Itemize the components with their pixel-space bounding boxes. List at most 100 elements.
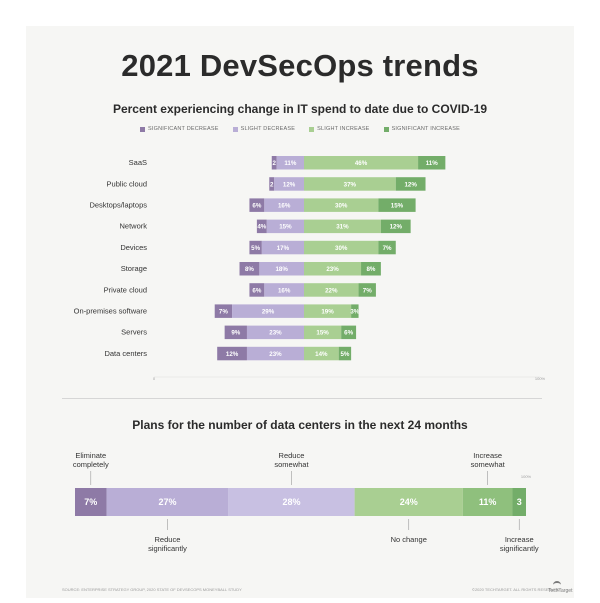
bar-segment bbox=[304, 304, 352, 318]
category-label: Desktops/laptops bbox=[89, 200, 147, 209]
bar-segment bbox=[261, 240, 304, 255]
bar-value-label: 7% bbox=[219, 308, 228, 315]
bar-value-label: 15% bbox=[391, 202, 404, 209]
bar-value-label: 23% bbox=[269, 351, 282, 358]
bar-segment bbox=[512, 488, 526, 516]
bar-segment bbox=[380, 219, 411, 234]
bar-segment bbox=[378, 240, 396, 255]
brand-logo-text: TechTarget bbox=[548, 588, 573, 594]
bar-value-label: 28% bbox=[282, 497, 300, 507]
legend-item-slight-increase: SLIGHT INCREASE bbox=[309, 126, 369, 132]
bar-value-label: 6% bbox=[252, 287, 261, 294]
legend-label: SIGNIFICANT INCREASE bbox=[391, 126, 460, 132]
bar-value-label: 7% bbox=[383, 245, 392, 252]
bar-value-label: 31% bbox=[336, 224, 349, 231]
bar-segment bbox=[232, 304, 304, 318]
legend-label: SLIGHT DECREASE bbox=[240, 126, 296, 132]
bar-value-label: 8% bbox=[366, 266, 375, 273]
bar-value-label: 16% bbox=[278, 287, 291, 294]
bar-value-label: 46% bbox=[355, 160, 368, 167]
bar-segment bbox=[249, 283, 265, 297]
legend-label: SLIGHT INCREASE bbox=[317, 126, 370, 132]
segment-callout-label: Reduce bbox=[279, 451, 305, 460]
bar-segment bbox=[304, 177, 396, 191]
segment-callout-label: No change bbox=[391, 535, 427, 544]
bar-value-label: 5% bbox=[251, 245, 260, 252]
bar-segment bbox=[274, 177, 304, 191]
category-label: On-premises software bbox=[74, 306, 147, 315]
bar-segment bbox=[341, 325, 357, 340]
bar-value-label: 9% bbox=[231, 330, 240, 337]
bar-value-label: 4% bbox=[257, 224, 266, 231]
bar-value-label: 12% bbox=[404, 181, 417, 188]
bar-value-label: 12% bbox=[390, 224, 403, 231]
bar-value-label: 8% bbox=[245, 266, 254, 273]
bar-value-label: 12% bbox=[226, 351, 239, 358]
bar-segment bbox=[214, 304, 233, 318]
bar-segment bbox=[228, 488, 355, 516]
bar-segment bbox=[338, 346, 352, 361]
bar-segment bbox=[256, 219, 267, 234]
bar-value-label: 37% bbox=[344, 181, 357, 188]
legend-item-slight-decrease: SLIGHT DECREASE bbox=[232, 126, 296, 132]
bar-value-label: 14% bbox=[315, 351, 328, 358]
bar-segment bbox=[304, 219, 381, 234]
segment-callout-label: Eliminate bbox=[75, 451, 106, 460]
chart2-tick-label: 100% bbox=[521, 474, 532, 479]
category-label: Servers bbox=[121, 328, 147, 337]
bar-segment bbox=[304, 325, 342, 340]
bar-segment bbox=[276, 156, 304, 170]
legend-swatch bbox=[232, 126, 238, 132]
bar-value-label: 11% bbox=[284, 160, 297, 167]
source-note: SOURCE: ENTERPRISE STRATEGY GROUP, 2020 … bbox=[62, 587, 242, 592]
bar-value-label: 17% bbox=[277, 245, 290, 252]
section-divider bbox=[62, 398, 542, 399]
brand-logo-mark bbox=[553, 581, 561, 587]
bar-segment bbox=[259, 262, 304, 276]
category-label: SaaS bbox=[129, 158, 147, 167]
legend-label: SIGNIFICANT DECREASE bbox=[148, 126, 219, 132]
category-label: Public cloud bbox=[107, 179, 147, 188]
bar-segment bbox=[358, 283, 376, 297]
bar-value-label: 29% bbox=[262, 308, 275, 315]
bar-segment bbox=[304, 262, 362, 276]
category-label: Data centers bbox=[104, 349, 147, 358]
bar-segment bbox=[395, 177, 426, 191]
bar-segment bbox=[264, 283, 304, 297]
segment-callout-label: Increase bbox=[505, 535, 534, 544]
bar-value-label: 18% bbox=[275, 266, 288, 273]
segment-callout-label: significantly bbox=[500, 544, 539, 553]
chart2-title: Plans for the number of data centers in … bbox=[132, 418, 468, 432]
bar-segment bbox=[271, 156, 277, 170]
segment-callout-label: significantly bbox=[148, 544, 187, 553]
segment-callout-label: Reduce bbox=[155, 535, 181, 544]
category-label: Private cloud bbox=[104, 285, 147, 294]
segment-callout-label: Increase bbox=[473, 451, 502, 460]
segment-callout-label: somewhat bbox=[274, 460, 309, 469]
bar-segment bbox=[266, 219, 304, 234]
bar-value-label: 3% bbox=[350, 308, 359, 315]
segment-callout-label: completely bbox=[73, 460, 109, 469]
bar-value-label: 27% bbox=[158, 497, 176, 507]
bar-segment bbox=[246, 346, 304, 361]
page-title: 2021 DevSecOps trends bbox=[121, 48, 479, 83]
brand-logo: TechTarget bbox=[548, 581, 572, 594]
chart1-legend: SIGNIFICANT DECREASE SLIGHT DECREASE SLI… bbox=[0, 126, 600, 132]
segment-callout-label: somewhat bbox=[471, 460, 506, 469]
bar-segment bbox=[106, 488, 229, 516]
category-label: Storage bbox=[121, 264, 147, 273]
chart1-title: Percent experiencing change in IT spend … bbox=[112, 102, 488, 116]
bar-segment bbox=[354, 488, 463, 516]
bar-segment bbox=[269, 177, 275, 191]
bar-value-label: 15% bbox=[279, 224, 292, 231]
bar-value-label: 2 bbox=[270, 181, 274, 188]
bar-segment bbox=[361, 262, 381, 276]
bar-segment bbox=[264, 198, 304, 212]
chart1-tick-label: 0 bbox=[153, 376, 156, 381]
bar-value-label: 15% bbox=[316, 330, 329, 337]
legend-item-significant-increase: SIGNIFICANT INCREASE bbox=[383, 126, 460, 132]
bar-value-label: 11% bbox=[479, 497, 497, 507]
bar-segment bbox=[304, 346, 339, 361]
bar-segment bbox=[462, 488, 513, 516]
bar-segment bbox=[304, 240, 379, 255]
